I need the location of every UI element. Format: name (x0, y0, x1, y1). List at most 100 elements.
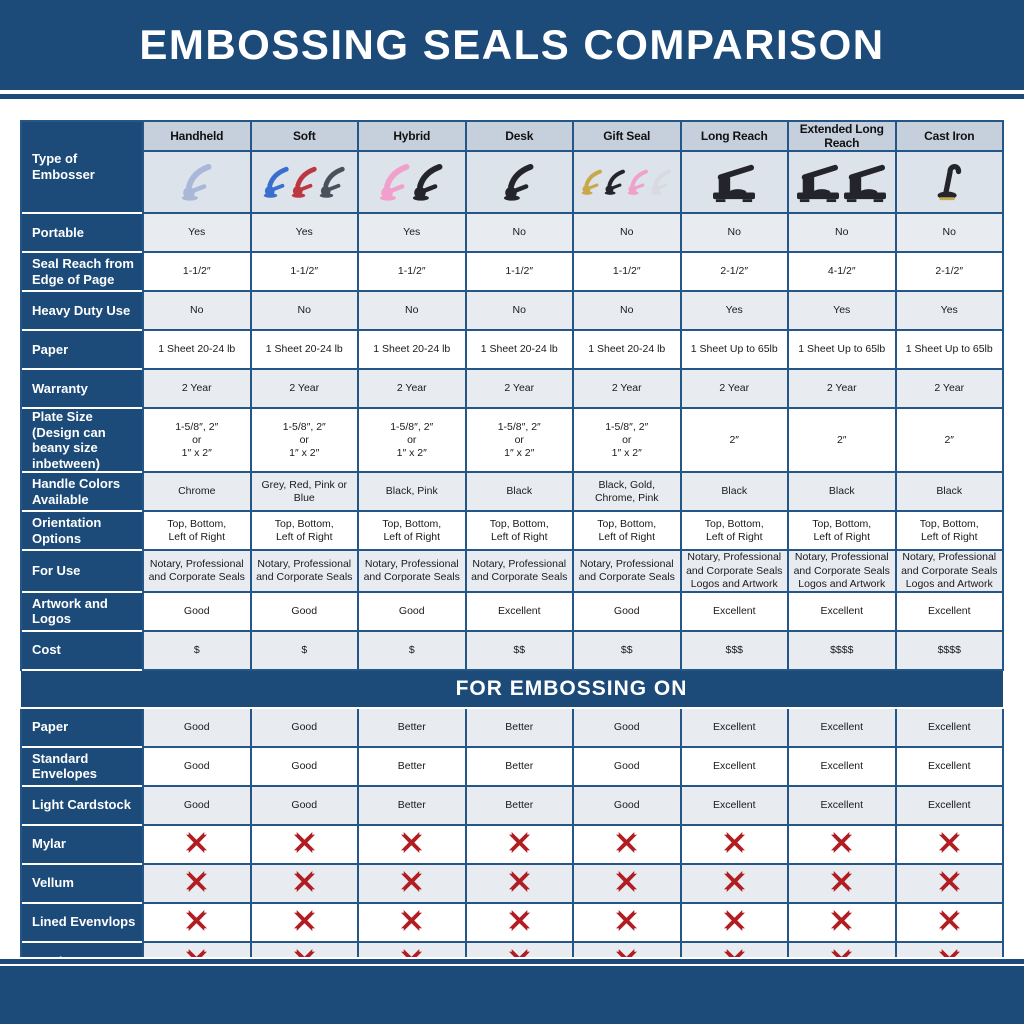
x-mark-icon (293, 909, 315, 931)
table-cell: 2-1/2″ (679, 251, 789, 292)
embosser-image (844, 164, 887, 203)
row-label: Orientation Options (20, 510, 144, 551)
embosser-image (319, 166, 345, 198)
column-header-0: Handheld (142, 120, 252, 152)
table-cell (679, 862, 789, 904)
x-mark-icon (186, 831, 208, 853)
table-cell (249, 862, 359, 904)
table-cell (464, 862, 574, 904)
table-cell: No (787, 212, 897, 253)
table-cell (357, 862, 467, 904)
table-cell (249, 901, 359, 943)
x-mark-icon (293, 831, 315, 853)
table-cell: Top, Bottom, Left of Right (464, 510, 574, 552)
table-cell: Notary, Professional and Corporate Seals (357, 549, 467, 593)
table-row: Orientation Options Top, Bottom, Left of … (20, 510, 1004, 552)
x-mark-icon (831, 909, 853, 931)
table-cell: 1-1/2″ (249, 251, 359, 292)
embosser-image (504, 164, 534, 201)
x-mark-icon (293, 870, 315, 892)
table-cell: No (679, 212, 789, 253)
table-cell (142, 901, 252, 943)
column-header-4: Gift Seal (572, 120, 682, 152)
column-header-2: Hybrid (357, 120, 467, 152)
row-label: Vellum (20, 862, 144, 903)
row-label: Mylar (20, 823, 144, 864)
table-cell: Excellent (894, 784, 1004, 826)
x-mark-icon (401, 870, 423, 892)
embosser-image (413, 164, 443, 201)
table-cell: Notary, Professional and Corporate Seals… (894, 549, 1004, 593)
table-cell: Notary, Professional and Corporate Seals (249, 549, 359, 593)
table-cell: Notary, Professional and Corporate Seals… (787, 549, 897, 593)
table-cell: $ (357, 629, 467, 671)
table-row: Cost $ $ $ $$ $$ $$$ $$$$ $$$$ (20, 629, 1004, 671)
table-cell: Excellent (894, 745, 1004, 787)
table-cell (572, 823, 682, 865)
table-cell: 1 Sheet 20-24 lb (249, 329, 359, 370)
table-cell: 1 Sheet Up to 65lb (894, 329, 1004, 370)
x-mark-icon (938, 831, 960, 853)
table-cell: Yes (357, 212, 467, 253)
row-label: Warranty (20, 368, 144, 408)
page-header: EMBOSSING SEALS COMPARISON (0, 0, 1024, 90)
table-cell: Better (357, 706, 467, 748)
table-cell: Excellent (679, 590, 789, 632)
column-header-3: Desk (464, 120, 574, 152)
row-label: Standard Envelopes (20, 745, 144, 786)
table-cell: $$ (464, 629, 574, 671)
table-cell: Yes (249, 212, 359, 253)
header-divider-blue (0, 94, 1024, 99)
table-cell: Better (464, 706, 574, 748)
table-cell: 1 Sheet 20-24 lb (357, 329, 467, 370)
embosser-image (604, 169, 626, 195)
table-cell: Excellent (894, 590, 1004, 632)
table-cell: No (464, 290, 574, 331)
table-cell: Better (464, 784, 574, 826)
table-cell: Good (572, 745, 682, 787)
embosser-image-cell (464, 150, 574, 214)
table-cell: No (894, 212, 1004, 253)
table-cell: Yes (679, 290, 789, 331)
table-cell: 2 Year (464, 368, 574, 409)
table-cell: Good (142, 590, 252, 632)
embosser-image-cell (249, 150, 359, 214)
table-cell: 2 Year (787, 368, 897, 409)
table-cell: Black (679, 471, 789, 513)
table-cell: Top, Bottom, Left of Right (249, 510, 359, 552)
table-cell: 1-5/8″, 2″ or 1″ x 2″ (572, 406, 682, 474)
table-cell: 1-1/2″ (572, 251, 682, 292)
table-row: Portable Yes Yes Yes No No No No No (20, 212, 1004, 253)
table-cell: $ (249, 629, 359, 671)
embosser-image-cell (787, 150, 897, 214)
row-label: Light Cardstock (20, 784, 144, 825)
embosser-image (713, 164, 756, 203)
table-cell: 1-1/2″ (464, 251, 574, 292)
column-header-6: Extended Long Reach (787, 120, 897, 152)
table-cell: Yes (894, 290, 1004, 331)
table-cell (787, 862, 897, 904)
table-cell (679, 823, 789, 865)
page-footer (0, 964, 1024, 1024)
x-mark-icon (186, 909, 208, 931)
table-cell: Excellent (787, 706, 897, 748)
embosser-image (937, 164, 962, 201)
table-cell: No (357, 290, 467, 331)
x-mark-icon (401, 831, 423, 853)
x-mark-icon (616, 870, 638, 892)
table-cell (357, 901, 467, 943)
table-cell: Chrome (142, 471, 252, 513)
x-mark-icon (616, 831, 638, 853)
table-cell: Good (142, 745, 252, 787)
section-header: FOR EMBOSSING ON (21, 668, 1003, 709)
table-cell: No (572, 290, 682, 331)
table-cell: Good (249, 706, 359, 748)
table-row: Seal Reach from Edge of Page 1-1/2″ 1-1/2″… (20, 251, 1004, 292)
table-cell: Top, Bottom, Left of Right (357, 510, 467, 552)
table-cell: 2″ (894, 406, 1004, 474)
table-cell: 1 Sheet 20-24 lb (572, 329, 682, 370)
table-cell: Top, Bottom, Left of Right (142, 510, 252, 552)
table-cell: Excellent (787, 590, 897, 632)
table-cell: $$$$ (787, 629, 897, 671)
table-cell: Grey, Red, Pink or Blue (249, 471, 359, 513)
